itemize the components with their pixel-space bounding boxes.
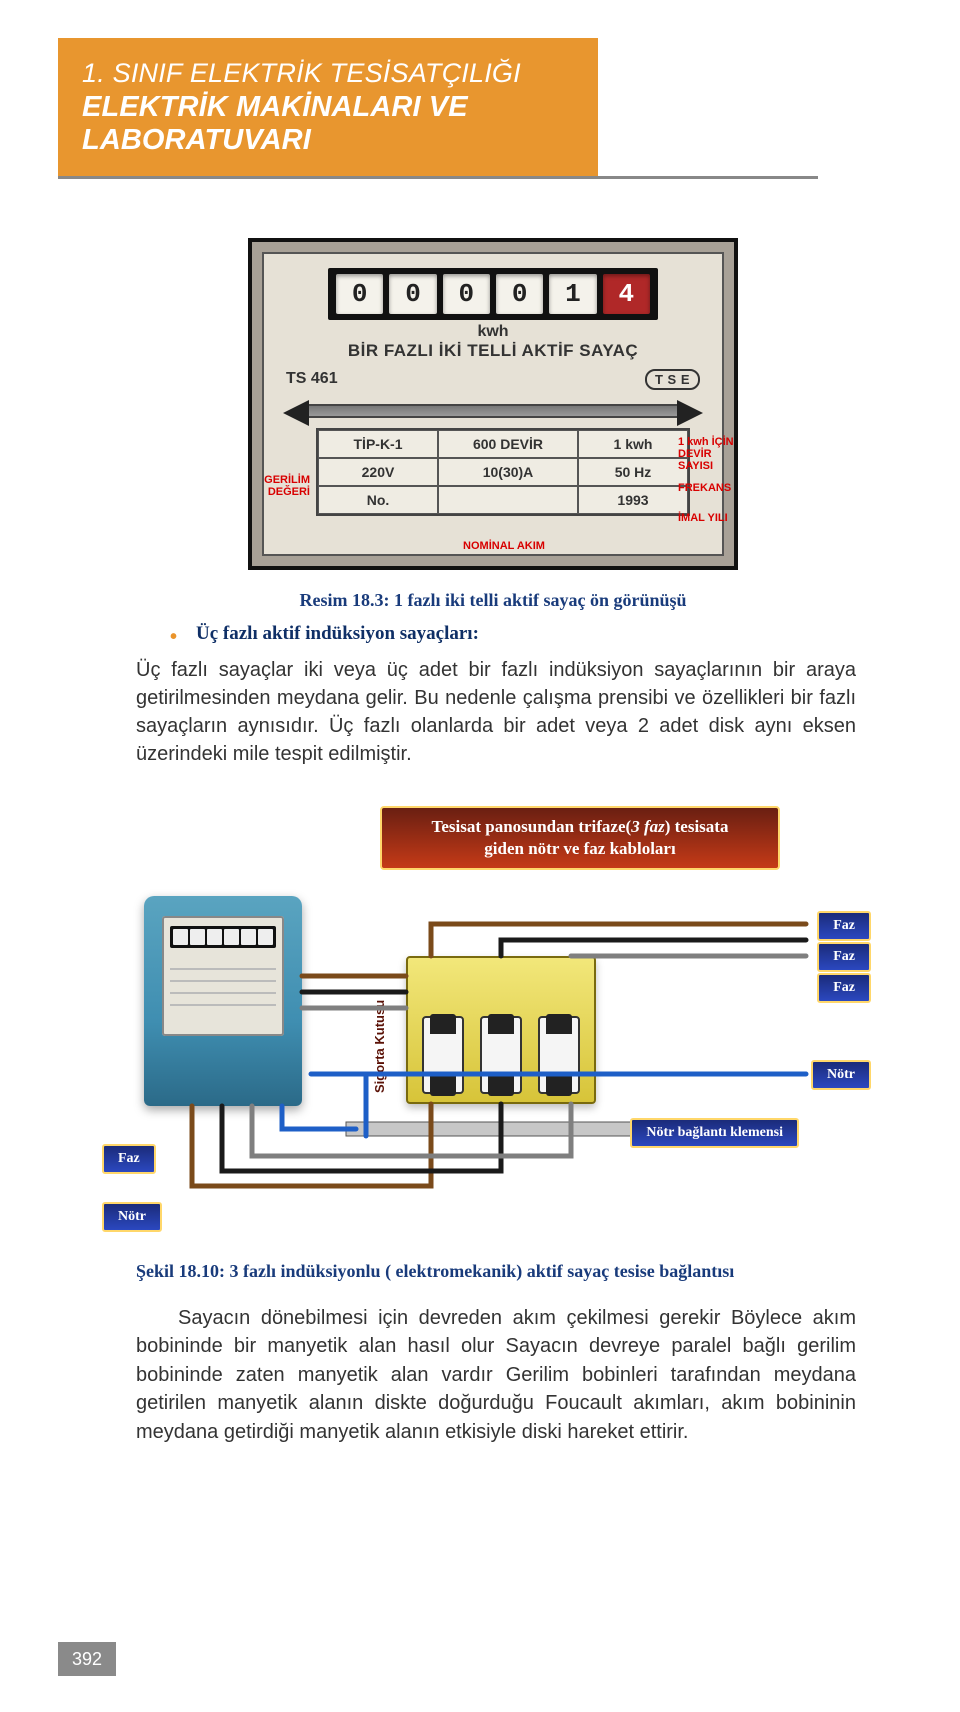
annotation-kwh-devir: 1 kwh İÇİN DEVİR SAYISI [678,436,740,472]
info-italic: 3 faz [631,817,665,836]
annotation-frekans: FREKANS [678,482,740,494]
annotation-imal: İMAL YILI [678,512,740,524]
annotation-nominal: NOMİNAL AKIM [454,540,554,552]
rating-cell: No. [318,486,438,514]
label-notr-left: Nötr [102,1202,162,1232]
meter-register: 0 0 0 0 1 4 [328,268,658,320]
info-text: ) tesisata [665,817,729,836]
diagram-info-box: Tesisat panosundan trifaze(3 faz) tesisa… [380,806,780,870]
label-faz: Faz [817,942,871,972]
rating-cell: 50 Hz [578,458,688,486]
rating-cell: 1 kwh [578,430,688,458]
wire-phase-a-in [192,1104,431,1186]
register-digit: 0 [496,274,543,314]
meter-plate-inner: 0 0 0 0 1 4 kwh BİR FAZLI İKİ TELLİ AKTİ… [262,252,724,556]
register-digit: 0 [336,274,383,314]
register-digit: 1 [549,274,596,314]
wire-phase-b-in [222,1104,501,1171]
header-line1: 1. SINIF ELEKTRİK TESİSATÇILIĞI [82,58,574,89]
wiring-svg [116,806,871,1236]
tse-badge: T S E [645,369,700,390]
annotation-gerilim: GERİLİM DEĞERİ [250,474,310,498]
rating-cell [438,486,578,514]
label-faz-left: Faz [102,1144,156,1174]
label-notr: Nötr [811,1060,871,1090]
figure-meter-plate: 0 0 0 0 1 4 kwh BİR FAZLI İKİ TELLİ AKTİ… [248,238,738,570]
rotating-disc [303,404,683,418]
rating-table: TİP-K-1 600 DEVİR 1 kwh 220V 10(30)A 50 … [316,428,690,516]
label-notr-klemens: Nötr bağlantı klemensi [630,1118,799,1148]
rating-cell: 1993 [578,486,688,514]
label-faz: Faz [817,911,871,941]
register-digit: 0 [443,274,490,314]
header-rule [58,176,818,179]
page-header: 1. SINIF ELEKTRİK TESİSATÇILIĞI ELEKTRİK… [58,38,598,179]
label-faz: Faz [817,973,871,1003]
info-text: giden nötr ve faz kabloları [484,839,675,858]
rating-cell: TİP-K-1 [318,430,438,458]
paragraph-2: Sayacın dönebilmesi için devreden akım ç… [136,1304,856,1446]
figure-wiring-diagram: Sigorta Kutusu Tesisat panosu [116,806,871,1236]
figure2-caption: Şekil 18.10: 3 fazlı indüksiyonlu ( elek… [136,1260,856,1283]
rating-cell: 220V [318,458,438,486]
info-text: Tesisat panosundan trifaze( [432,817,632,836]
bullet-heading: Üç fazlı aktif indüksiyon sayaçları: [196,622,479,647]
page-number: 392 [58,1642,116,1676]
rating-cell: 600 DEVİR [438,430,578,458]
paragraph-1: Üç fazlı sayaçlar iki veya üç adet bir f… [136,656,856,768]
plate-title: BİR FAZLI İKİ TELLİ AKTİF SAYAÇ [276,342,710,361]
figure1-caption: Resim 18.3: 1 fazlı iki telli aktif saya… [248,590,738,612]
bullet-marker: • [170,626,177,649]
rating-cell: 10(30)A [438,458,578,486]
header-line2: ELEKTRİK MAKİNALARI VE LABORATUVARI [82,91,574,157]
wire-neutral-in [282,1106,356,1129]
model-number: TS 461 [286,370,338,388]
register-digit: 0 [389,274,436,314]
plate-row: TS 461 T S E [276,369,710,390]
register-digit: 4 [603,274,650,314]
kwh-label: kwh [276,324,710,340]
